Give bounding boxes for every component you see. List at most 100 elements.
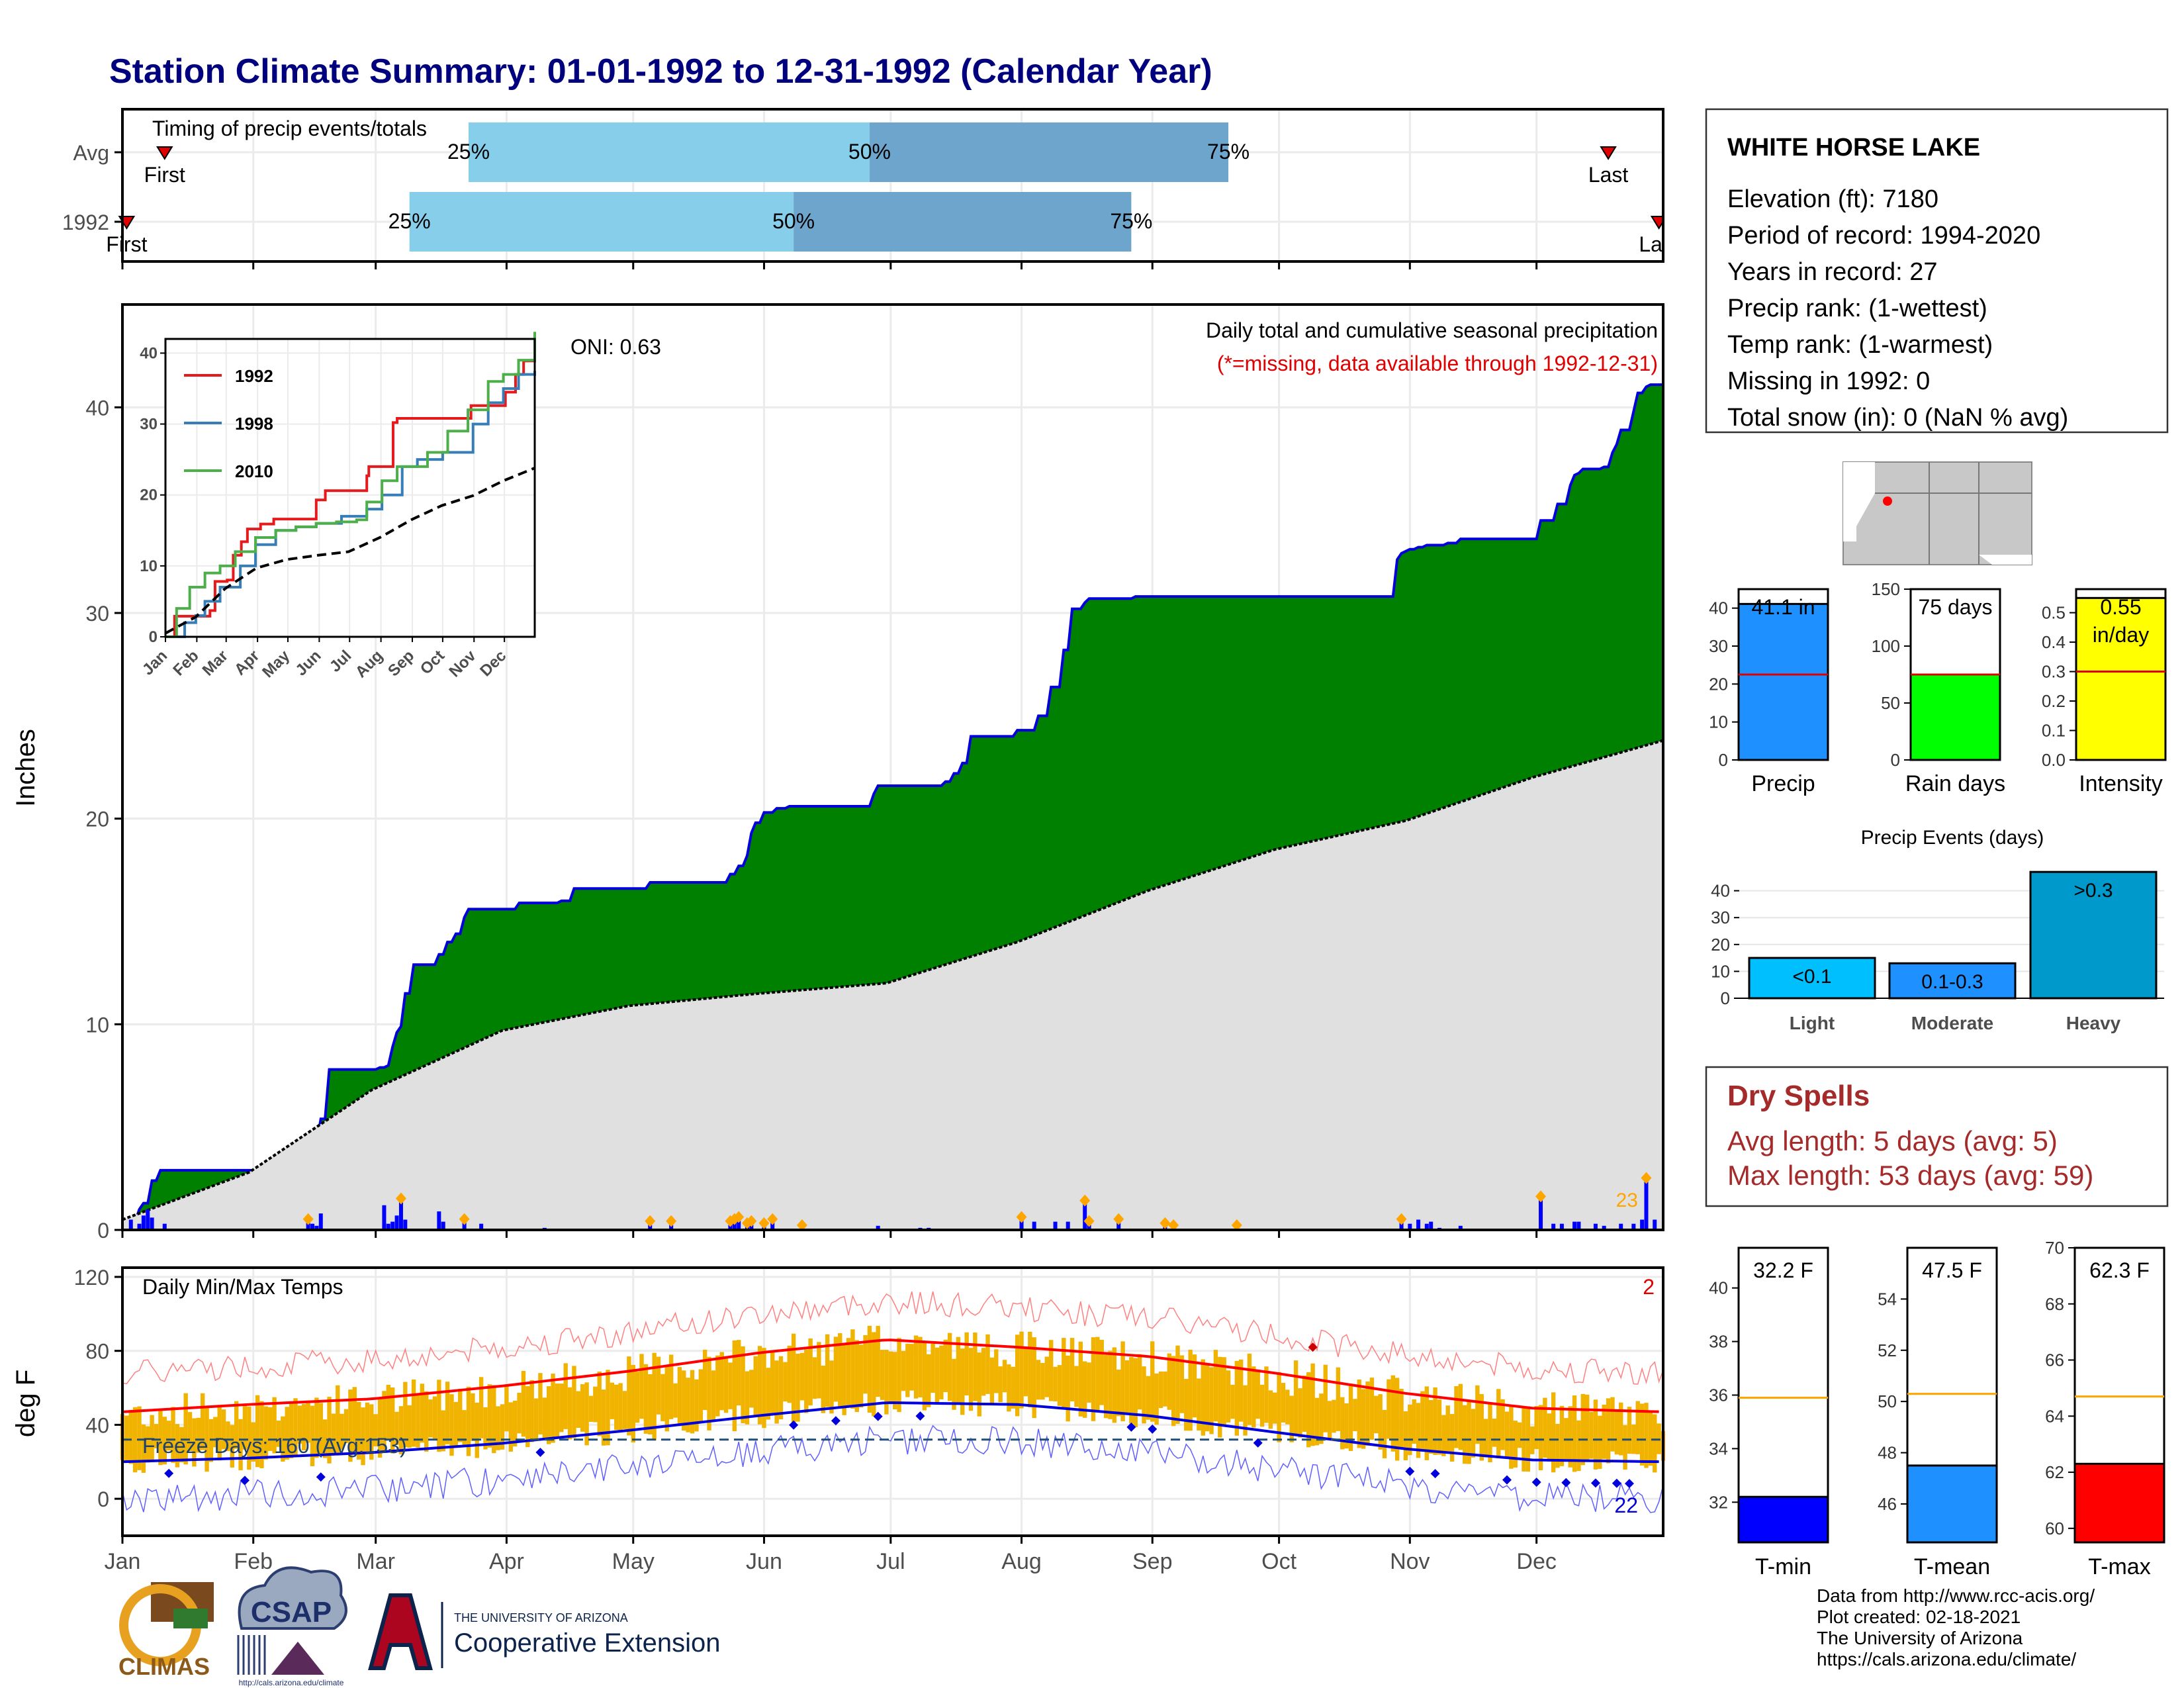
daily-temp-range-bar — [432, 1396, 437, 1439]
daily-temp-range-bar — [1416, 1403, 1421, 1458]
daily-temp-range-bar — [723, 1356, 729, 1413]
daily-temp-range-bar — [361, 1407, 365, 1466]
daily-temp-range-bar — [588, 1395, 594, 1422]
daily-temp-range-bar — [272, 1397, 277, 1454]
daily-temp-range-bar — [234, 1401, 239, 1449]
daily-temp-range-bar — [1019, 1331, 1024, 1409]
daily-precip-bar — [146, 1209, 150, 1230]
daily-temp-range-bar — [1197, 1378, 1201, 1430]
daily-temp-range-bar — [276, 1421, 281, 1447]
daily-temp-range-bar — [508, 1402, 513, 1452]
daily-temp-range-bar — [1247, 1353, 1252, 1425]
daily-temp-range-bar — [1083, 1361, 1087, 1418]
daily-temp-range-bar — [343, 1409, 349, 1444]
daily-temp-range-bar — [964, 1332, 969, 1395]
daily-temp-range-bar — [1040, 1362, 1045, 1400]
daily-temp-range-bar — [1078, 1341, 1083, 1417]
record-low-line — [122, 1425, 1664, 1513]
daily-temp-range-bar — [411, 1380, 416, 1447]
ua-big-text: Cooperative Extension — [454, 1628, 720, 1658]
daily-temp-range-bar — [854, 1340, 859, 1413]
daily-temp-range-bar — [183, 1393, 188, 1465]
dry-max-line: Max length: 53 days (avg: 59) — [1727, 1160, 2093, 1191]
daily-temp-range-bar — [584, 1382, 589, 1446]
daily-temp-range-bar — [1568, 1406, 1572, 1468]
daily-temp-range-bar — [757, 1346, 762, 1425]
daily-temp-range-bar — [934, 1347, 940, 1403]
timing-row-label: 1992 — [62, 211, 109, 234]
temp-bar-value — [1737, 1495, 1829, 1544]
record-low-marker — [1624, 1479, 1634, 1489]
daily-temp-range-bar — [821, 1366, 825, 1413]
daily-temp-range-bar — [1028, 1331, 1032, 1408]
daily-temp-range-bar — [791, 1333, 796, 1423]
daily-temp-range-bar — [1238, 1359, 1244, 1422]
daily-temp-range-bar — [504, 1386, 509, 1432]
small-bar-value — [1737, 602, 1829, 761]
daily-temp-range-bar — [715, 1355, 720, 1417]
daily-temp-range-bar — [1509, 1405, 1514, 1469]
daily-temp-range-bar — [1281, 1383, 1286, 1423]
daily-temp-range-bar — [1619, 1402, 1623, 1456]
daily-temp-range-bar — [340, 1413, 344, 1450]
daily-temp-range-bar — [652, 1352, 657, 1440]
daily-temp-range-bar — [1458, 1383, 1463, 1450]
station-location-map — [1843, 461, 2032, 565]
daily-temp-range-bar — [1479, 1393, 1484, 1461]
timing-bar-q25-q50 — [469, 122, 870, 182]
small-bar-ytick-label: 10 — [1709, 712, 1728, 732]
temp-bar-ytick-label: 38 — [1709, 1332, 1728, 1352]
daily-precip-bar — [1576, 1221, 1581, 1230]
credit-line: Plot created: 02-18-2021 — [1817, 1607, 2021, 1627]
small-bar-ytick-label: 0.5 — [2042, 603, 2066, 623]
daily-precip-bar — [462, 1221, 467, 1230]
credit-line: https://cals.arizona.edu/climate/ — [1817, 1649, 2076, 1669]
daily-temp-range-bar — [192, 1418, 197, 1467]
daily-temp-range-bar — [512, 1400, 518, 1447]
daily-temp-range-bar — [1429, 1400, 1433, 1454]
inset-legend-label: 1992 — [235, 366, 273, 386]
daily-temp-range-bar — [1403, 1411, 1408, 1461]
inset-ytick-label: 10 — [140, 557, 158, 575]
csap-logo-cloud — [238, 1566, 347, 1630]
daily-temp-range-bar — [1158, 1371, 1163, 1409]
daily-precip-bar — [1424, 1223, 1429, 1230]
daily-temp-range-bar — [525, 1386, 530, 1448]
month-label: Mar — [356, 1549, 395, 1574]
missing-marker — [1113, 1213, 1124, 1225]
daily-temp-range-bar — [1234, 1360, 1240, 1436]
daily-temp-range-bar — [1289, 1395, 1294, 1442]
daily-temp-range-bar — [162, 1417, 167, 1465]
small-bar-label: in/day — [2093, 623, 2149, 647]
daily-temp-range-bar — [872, 1332, 876, 1417]
daily-precip-bar — [1019, 1219, 1024, 1230]
temp-bar-ytick-label: 52 — [1878, 1340, 1897, 1360]
timing-last-label: Last — [1588, 163, 1629, 187]
daily-temp-range-bar — [137, 1406, 142, 1470]
daily-temp-range-bar — [221, 1409, 226, 1450]
small-bar-ytick-label: 20 — [1709, 674, 1728, 694]
map-mexico — [1979, 555, 2032, 565]
daily-temp-range-bar — [336, 1385, 340, 1454]
daily-precip-bar — [1551, 1223, 1556, 1230]
normal-tmin-line — [122, 1401, 1659, 1464]
daily-temp-range-bar — [825, 1334, 830, 1407]
daily-temp-range-bar — [1108, 1350, 1113, 1419]
record-low-marker — [240, 1476, 250, 1485]
small-bar-ytick-label: 0.0 — [2042, 750, 2066, 770]
daily-temp-range-bar — [753, 1356, 758, 1415]
daily-temp-range-bar — [762, 1348, 766, 1429]
daily-temp-range-bar — [1167, 1353, 1171, 1410]
daily-precip-bar — [876, 1225, 880, 1230]
daily-precip-bar — [318, 1213, 323, 1230]
missing-marker — [302, 1213, 314, 1225]
daily-temp-range-bar — [981, 1348, 986, 1396]
small-bar-ytick-label: 30 — [1709, 636, 1728, 656]
daily-temp-range-bar — [673, 1383, 678, 1418]
event-bar-label: <0.1 — [1792, 966, 1831, 988]
record-low-marker — [1405, 1466, 1415, 1476]
daily-temp-range-bar — [471, 1393, 475, 1441]
daily-temp-range-bar — [242, 1405, 248, 1450]
cumulative-1992-line — [122, 383, 1663, 1231]
inset-ytick-label: 20 — [140, 487, 158, 504]
